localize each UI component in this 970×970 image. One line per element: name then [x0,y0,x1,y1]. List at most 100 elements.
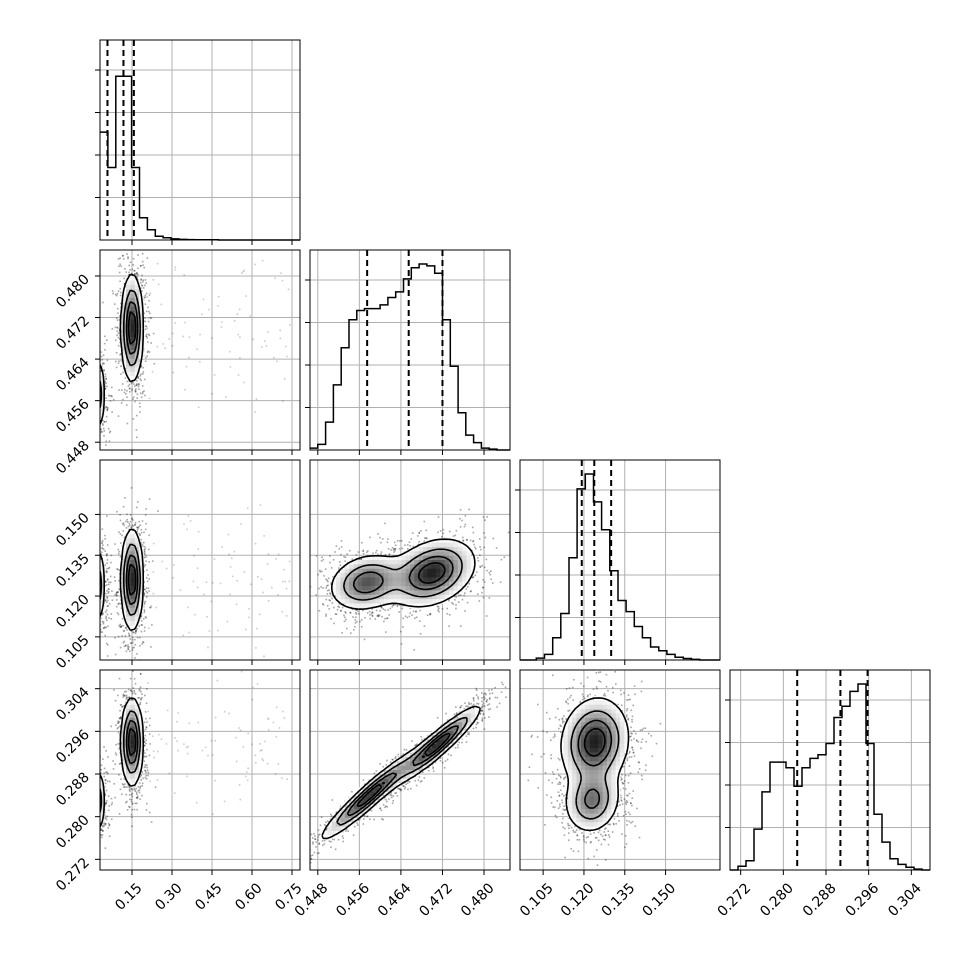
scatter-point [115,605,118,608]
scatter-point [97,443,99,445]
scatter-point [98,419,100,421]
scatter-point [96,421,98,423]
scatter-point [140,396,143,399]
scatter-point [96,437,98,439]
scatter-point [97,410,99,412]
scatter-point [100,370,102,373]
scatter-point [460,625,462,627]
scatter-point [93,583,95,585]
scatter-point [126,396,128,398]
scatter-point [91,417,93,419]
density-cell [139,302,144,307]
scatter-point [211,393,213,395]
scatter-point [144,626,146,629]
scatter-point [96,421,98,423]
scatter-point [95,583,97,585]
scatter-point [91,402,93,404]
scatter-point [145,616,148,619]
scatter-point [100,624,102,626]
scatter-point [90,578,92,580]
scatter-point [148,578,150,580]
scatter-point [89,396,91,398]
scatter-point [94,551,96,553]
scatter-point [89,395,91,397]
scatter-point [92,409,94,411]
scatter-point [95,406,97,408]
scatter-point [454,599,456,601]
scatter-point [119,257,121,259]
scatter-point [146,355,148,357]
density-cell [126,599,131,604]
scatter-point [143,531,145,534]
scatter-point [95,412,97,414]
density-cell [121,551,127,556]
scatter-point [91,597,93,599]
scatter-point [500,558,503,561]
scatter-point [257,575,259,578]
scatter-point [140,630,143,633]
density-cell [126,302,131,307]
scatter-point [86,396,88,398]
scatter-point [117,635,120,638]
scatter-point [91,359,93,361]
scatter-point [91,584,93,586]
scatter-point [136,653,138,655]
scatter-point [210,600,213,603]
density-cell [130,607,136,613]
scatter-point [109,575,112,578]
scatter-point [138,533,140,535]
scatter-point [94,378,96,380]
scatter-point [91,572,93,574]
scatter-point [121,470,123,472]
density-cell [126,315,131,320]
scatter-point [207,646,209,649]
scatter-point [82,427,84,429]
scatter-point [315,594,317,596]
scatter-point [143,592,146,594]
scatter-point [90,620,92,622]
scatter-point [98,607,100,609]
scatter-point [139,524,142,526]
density-cell [100,410,105,416]
scatter-point [91,393,93,395]
scatter-point [118,271,121,274]
scatter-point [88,612,90,614]
density-cell [139,590,144,596]
scatter-point [279,337,282,340]
scatter-point [123,524,125,527]
scatter-point [327,580,329,583]
scatter-point [132,641,134,644]
density-cell [134,306,140,312]
scatter-point [340,553,342,556]
scatter-point [96,405,98,407]
scatter-point [87,545,89,547]
scatter-point [145,292,148,295]
scatter-point [93,565,95,567]
density-cell [139,319,144,325]
scatter-point [139,411,141,413]
scatter-point [124,497,126,499]
scatter-point [96,620,98,622]
scatter-point [81,386,83,388]
scatter-point [151,624,153,626]
scatter-point [245,628,247,631]
scatter-point [355,609,357,611]
scatter-point [105,382,107,385]
scatter-point [100,631,102,633]
scatter-point [217,629,219,632]
density-panel-1-0 [81,252,291,472]
density-cell [130,594,136,600]
scatter-point [89,393,91,395]
scatter-point [102,544,104,546]
scatter-point [220,326,223,328]
scatter-point [95,421,97,423]
scatter-point [484,519,486,521]
scatter-point [387,538,389,540]
scatter-point [187,515,190,517]
scatter-point [90,582,92,584]
scatter-point [414,617,416,619]
scatter-point [92,402,94,404]
scatter-point [143,609,146,612]
scatter-point [249,315,251,317]
scatter-point [95,422,97,424]
